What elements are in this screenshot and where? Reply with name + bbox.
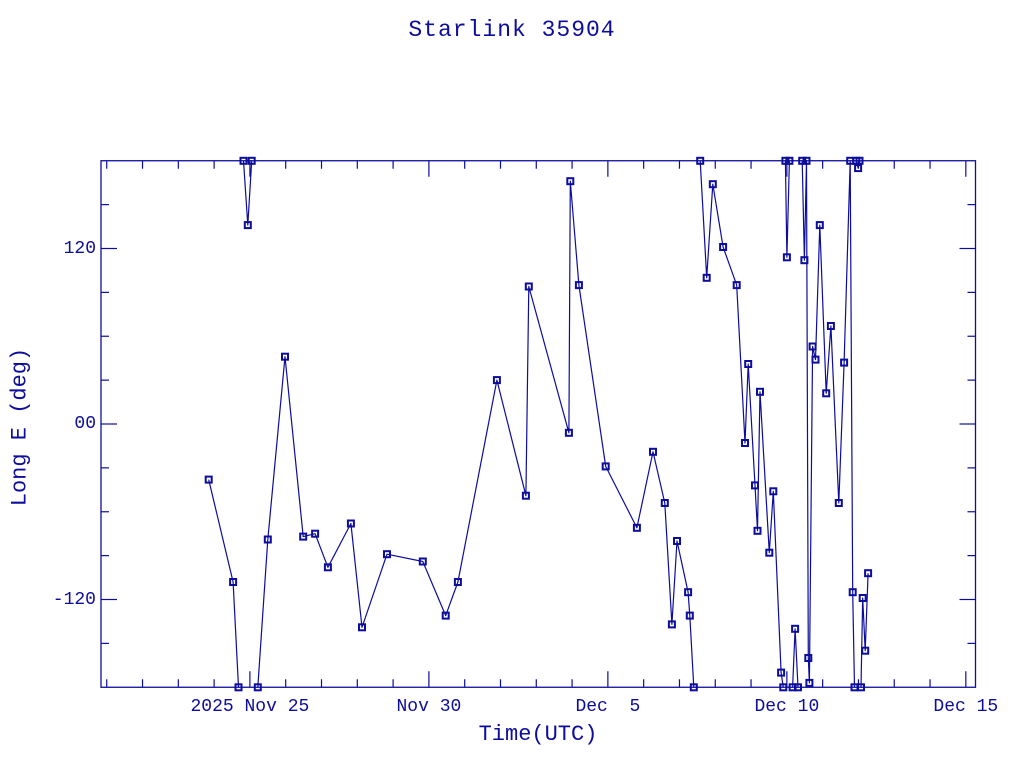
x-tick-label: Dec 5 [575, 697, 641, 717]
y-tick-label: -120 [52, 589, 96, 610]
y-tick-label: 120 [63, 238, 96, 259]
x-tick-label: 2025 Nov 25 [190, 697, 310, 717]
x-tick-label: Dec 10 [754, 697, 820, 717]
x-tick-label: Dec 15 [933, 697, 999, 717]
x-axis-title: Time(UTC) [478, 722, 598, 747]
y-tick-label: 00 [74, 414, 96, 434]
x-tick-label: Nov 30 [396, 697, 462, 717]
chart-title: Starlink 35904 [408, 17, 616, 43]
